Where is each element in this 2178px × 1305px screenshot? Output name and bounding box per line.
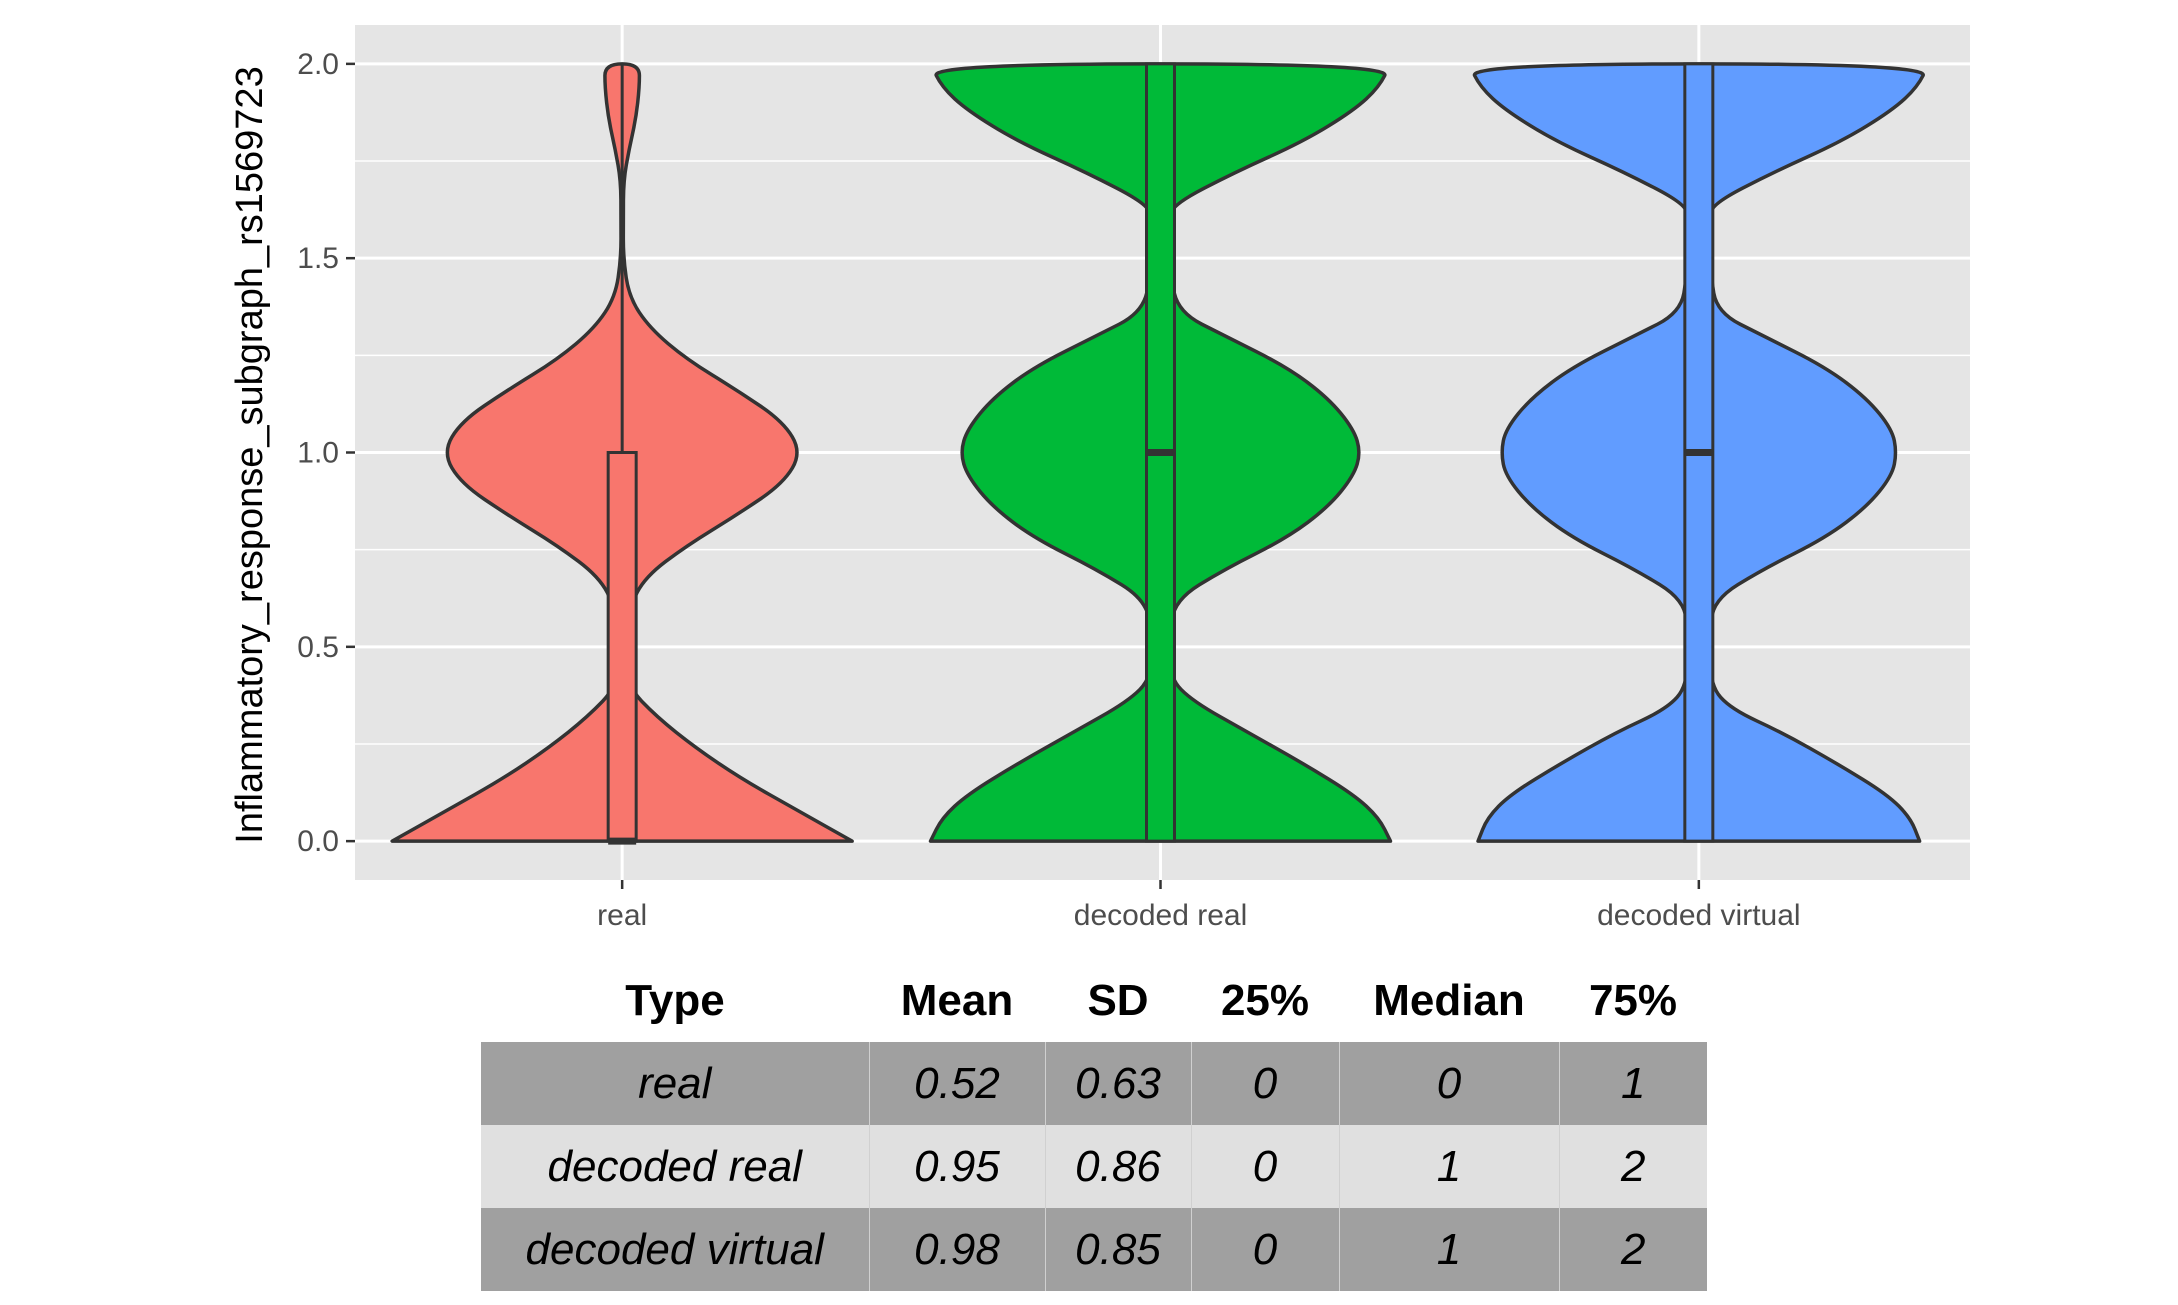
boxplot-decoded-real: [1145, 62, 1176, 843]
axes: 0.0 0.5 1.0 1.5 2.0 real decoded real decoded v…: [297, 48, 1800, 932]
boxplot-real: [606, 63, 638, 845]
y-tick-label: 2.0: [297, 48, 339, 81]
cell-median: 1: [1339, 1125, 1560, 1208]
cell-mean: 0.52: [869, 1042, 1046, 1125]
header-median: Median: [1339, 960, 1559, 1042]
cell-sd: 0.86: [1045, 1125, 1192, 1208]
cell-median: 0: [1339, 1042, 1560, 1125]
x-tick-label: decoded real: [1074, 899, 1247, 932]
x-tick-label: real: [597, 899, 647, 932]
header-sd: SD: [1045, 960, 1191, 1042]
header-q3: 75%: [1559, 960, 1707, 1042]
cell-q1: 0: [1191, 1125, 1340, 1208]
cell-q3: 1: [1559, 1042, 1707, 1125]
table-header-row: Type Mean SD 25% Median 75%: [481, 960, 1707, 1042]
y-tick-label: 1.5: [297, 242, 339, 275]
summary-stats-table: Type Mean SD 25% Median 75% real 0.52 0.…: [481, 960, 1707, 1291]
table-row: decoded real 0.95 0.86 0 1 2: [481, 1125, 1707, 1208]
y-tick-label: 0.5: [297, 631, 339, 664]
cell-sd: 0.63: [1045, 1042, 1192, 1125]
boxplots: [606, 62, 1715, 845]
cell-mean: 0.98: [869, 1208, 1046, 1291]
y-axis-title: Inflammatory_response_subgraph_rs1569723: [229, 66, 271, 843]
header-type: Type: [481, 960, 869, 1042]
y-tick-label: 1.0: [297, 437, 339, 470]
cell-q3: 2: [1559, 1125, 1707, 1208]
header-q1: 25%: [1191, 960, 1339, 1042]
boxplot-decoded-virtual: [1683, 62, 1715, 843]
cell-q1: 0: [1191, 1208, 1340, 1291]
cell-sd: 0.85: [1045, 1208, 1192, 1291]
header-mean: Mean: [869, 960, 1045, 1042]
table-row: real 0.52 0.63 0 0 1: [481, 1042, 1707, 1125]
table-row: decoded virtual 0.98 0.85 0 1 2: [481, 1208, 1707, 1291]
y-tick-label: 0.0: [297, 825, 339, 858]
cell-type: real: [481, 1042, 870, 1125]
cell-q3: 2: [1559, 1208, 1707, 1291]
cell-q1: 0: [1191, 1042, 1340, 1125]
cell-type: decoded virtual: [481, 1208, 870, 1291]
cell-median: 1: [1339, 1208, 1560, 1291]
cell-type: decoded real: [481, 1125, 870, 1208]
cell-mean: 0.95: [869, 1125, 1046, 1208]
box: [606, 451, 638, 843]
x-tick-label: decoded virtual: [1597, 899, 1800, 932]
